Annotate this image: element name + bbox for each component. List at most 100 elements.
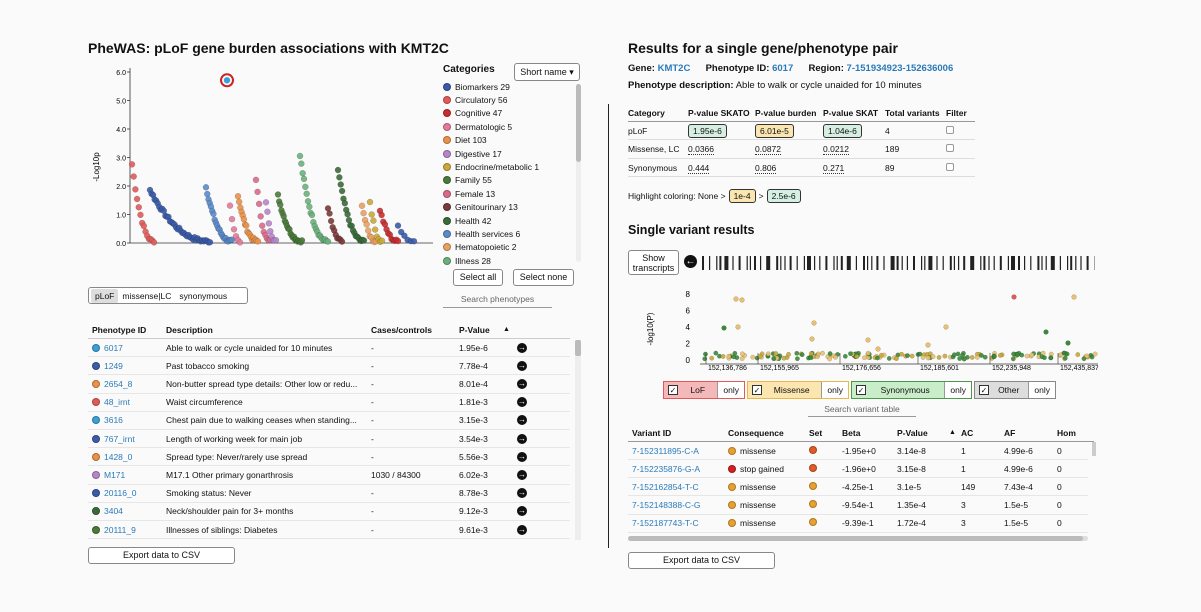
scrollbar-thumb[interactable] (576, 84, 581, 162)
variant-point[interactable] (808, 351, 814, 356)
variant-type-toggle[interactable]: pLoF missense|LC synonymous (88, 287, 248, 304)
variant-point[interactable] (875, 355, 880, 361)
variant-point[interactable] (920, 355, 926, 360)
phewas-point[interactable] (394, 237, 402, 245)
variant-point[interactable] (833, 354, 838, 360)
select-none-button[interactable]: Select none (513, 269, 574, 286)
variant-point[interactable] (765, 351, 771, 357)
variant-point[interactable] (942, 353, 948, 359)
category-item[interactable]: Circulatory 56 (443, 93, 573, 106)
phewas-point[interactable] (338, 238, 346, 245)
phewas-point[interactable] (364, 227, 372, 234)
phewas-point[interactable] (296, 152, 304, 160)
phewas-point[interactable] (326, 210, 333, 217)
variant-point[interactable] (816, 351, 821, 357)
variant-point[interactable] (1062, 355, 1068, 361)
variant-point[interactable] (1075, 352, 1081, 358)
region-link[interactable]: 7-151934923-152636006 (846, 63, 954, 74)
summary-pvalue-skat[interactable]: 0.0212 (823, 144, 849, 155)
summary-pvalue-burden[interactable]: 6.01e-5 (755, 123, 794, 138)
variant-point[interactable] (842, 353, 848, 359)
variant-point[interactable] (879, 352, 884, 358)
phenotype-id-link[interactable]: 20116_0 (104, 488, 137, 499)
variant-point[interactable] (781, 355, 787, 361)
variant-point[interactable] (771, 356, 777, 361)
phenotype-row[interactable]: 767_irnt Length of working week for main … (88, 430, 570, 449)
show-transcripts-button[interactable]: Show transcripts (628, 250, 679, 275)
category-item[interactable]: Genitourinary 13 (443, 201, 573, 214)
variant-point[interactable] (930, 354, 936, 359)
variant-point[interactable] (1039, 354, 1045, 360)
variant-point[interactable] (982, 354, 988, 360)
phewas-point[interactable] (327, 217, 335, 225)
phewas-point[interactable] (137, 211, 144, 219)
export-csv-button-right[interactable]: Export data to CSV (628, 552, 775, 569)
variant-point[interactable] (703, 351, 708, 357)
phenotype-row[interactable]: 20111_9 Illnesses of siblings: Diabetes - 9… (88, 521, 570, 540)
phewas-point[interactable] (264, 208, 271, 215)
phewas-point[interactable] (394, 222, 402, 229)
phewas-point[interactable] (206, 238, 214, 246)
variant-scatter-plot[interactable]: -log10(P) 8 6 4 2 0 152,136,786 152,155,965 15… (628, 287, 1098, 373)
variant-point[interactable] (1084, 353, 1090, 359)
phenotype-id-link[interactable]: 1249 (104, 360, 123, 371)
phewas-point[interactable] (265, 220, 273, 227)
phewas-point[interactable] (336, 174, 343, 181)
variant-point[interactable] (1029, 352, 1035, 358)
phenotype-row[interactable]: 1428_0 Spread type: Never/rarely use spre… (88, 448, 570, 467)
variant-point[interactable] (992, 354, 997, 359)
variant-point[interactable] (886, 355, 892, 361)
header-description[interactable]: Description (166, 324, 213, 335)
toggle-missense-lc[interactable]: missense|LC (122, 290, 172, 301)
summary-pvalue-burden[interactable]: 0.0872 (755, 144, 781, 155)
variant-point[interactable] (732, 350, 738, 356)
variant-point[interactable] (875, 346, 881, 352)
phewas-point[interactable] (304, 198, 312, 205)
phewas-point[interactable] (203, 190, 211, 198)
variant-id-link[interactable]: 7-152148388-C-G (632, 500, 701, 511)
phenotype-table-scrollbar[interactable] (575, 340, 581, 540)
variant-point[interactable] (955, 351, 961, 357)
phenotype-id-link[interactable]: 20111_9 (104, 524, 136, 535)
variant-point[interactable] (1024, 353, 1030, 359)
variant-point[interactable] (794, 356, 800, 362)
variant-point[interactable] (1019, 352, 1025, 358)
arrow-right-icon[interactable]: → (517, 360, 527, 371)
phewas-point[interactable] (378, 237, 386, 245)
name-format-dropdown[interactable]: Short name ▾ (514, 63, 580, 81)
phewas-point[interactable] (324, 238, 332, 245)
category-item[interactable]: Health services 6 (443, 227, 573, 240)
filter-other[interactable]: ✓ Other only (974, 381, 1056, 399)
phewas-point[interactable] (277, 201, 284, 208)
search-phenotypes-input[interactable]: Search phenotypes (443, 292, 552, 308)
variant-point[interactable] (799, 352, 805, 358)
arrow-right-icon[interactable]: → (517, 524, 527, 535)
variant-table-hscrollbar[interactable] (628, 536, 1088, 541)
variant-point[interactable] (960, 353, 965, 358)
phenotype-id-link[interactable]: 48_irnt (104, 397, 130, 408)
variant-point[interactable] (1015, 352, 1021, 358)
summary-pvalue-skato[interactable]: 0.444 (688, 162, 710, 174)
category-item[interactable]: Diet 103 (443, 134, 573, 147)
checkbox-checked-icon[interactable]: ✓ (668, 385, 678, 395)
phewas-point[interactable] (254, 188, 261, 196)
phenotype-id-link[interactable]: 1428_0 (104, 451, 133, 462)
category-item[interactable]: Cognitive 47 (443, 107, 573, 120)
phewas-point[interactable] (133, 195, 141, 203)
phewas-point[interactable] (360, 209, 367, 217)
phenotype-id-link[interactable]: 6017 (104, 342, 123, 353)
variant-point[interactable] (1071, 294, 1077, 300)
phewas-point[interactable] (308, 211, 316, 219)
variant-point[interactable] (726, 353, 732, 359)
variant-point[interactable] (1081, 356, 1087, 362)
variant-point[interactable] (917, 351, 923, 357)
phewas-point[interactable] (255, 200, 263, 208)
phewas-point[interactable] (371, 226, 379, 233)
phewas-point[interactable] (135, 203, 143, 211)
category-item[interactable]: Biomarkers 29 (443, 80, 573, 93)
phewas-point[interactable] (345, 216, 353, 224)
header-variant-id[interactable]: Variant ID (632, 427, 672, 438)
variant-point[interactable] (899, 351, 904, 357)
filter-checkbox[interactable] (946, 125, 954, 134)
variant-point[interactable] (808, 355, 814, 361)
